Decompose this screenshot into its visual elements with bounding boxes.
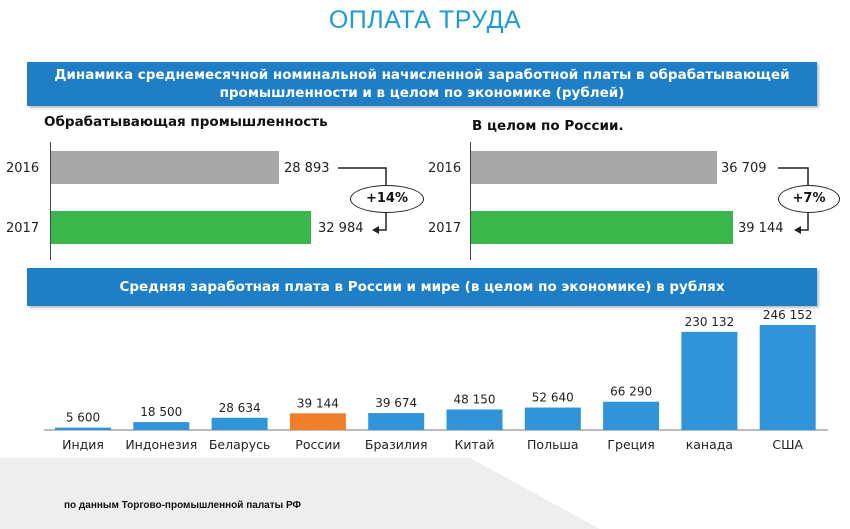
manufacturing-bar-2016 (51, 151, 279, 184)
russia-arrow-return (798, 213, 809, 231)
bar-value-label-5: 48 150 (454, 392, 496, 406)
category-label-0: Индия (62, 437, 104, 452)
russia-value-2017: 39 144 (738, 221, 784, 236)
russia-value-2016: 36 709 (721, 161, 767, 176)
russia-bar-2017 (471, 211, 733, 244)
bar-value-label-6: 52 640 (532, 391, 574, 405)
bar-value-label-1: 18 500 (140, 405, 182, 419)
bar-value-label-7: 66 290 (610, 385, 652, 399)
bar-6 (524, 407, 581, 430)
bar-0 (55, 427, 111, 430)
category-label-8: канада (686, 437, 733, 452)
manufacturing-year-2016: 2016 (6, 161, 40, 176)
category-label-9: США (772, 437, 803, 452)
category-label-3: России (295, 437, 340, 452)
bar-value-label-9: 246 152 (763, 308, 813, 322)
manufacturing-value-2016: 28 893 (284, 161, 330, 176)
category-label-6: Польша (527, 437, 579, 452)
manufacturing-arrowhead (372, 226, 379, 234)
bar-8 (681, 331, 738, 430)
category-label-1: Индонезия (125, 437, 197, 452)
russia-arrow-line (778, 167, 809, 185)
bar-1 (133, 422, 190, 430)
page-title: ОПЛАТА ТРУДА (328, 6, 522, 34)
russia-subtitle: В целом по России. (472, 118, 624, 134)
manufacturing-axis (50, 142, 51, 260)
manufacturing-subtitle: Обрабатывающая промышленность (44, 114, 328, 130)
dynamics-banner: Динамика среднемесячной номинальной начи… (27, 62, 817, 106)
manufacturing-arrow-return (376, 213, 387, 231)
source-note: по данным Торгово-промышленной палаты РФ (64, 500, 302, 511)
manufacturing-bar-2017 (51, 211, 311, 244)
category-label-5: Китай (454, 437, 494, 452)
bar-value-label-2: 28 634 (219, 401, 261, 415)
manufacturing-year-2017: 2017 (6, 221, 40, 236)
footer-gray-panel (0, 458, 600, 529)
bar-7 (603, 401, 660, 430)
russia-bar-2016 (471, 151, 717, 184)
bar-5 (446, 409, 503, 430)
category-label-2: Беларусь (209, 437, 271, 452)
category-label-7: Греция (607, 437, 654, 452)
manufacturing-change-badge: +14% (350, 185, 424, 213)
russia-change-badge: +7% (778, 185, 840, 213)
category-label-4: Бразилия (365, 437, 428, 452)
manufacturing-value-2017: 32 984 (318, 221, 364, 236)
bar-value-label-4: 39 674 (375, 396, 417, 410)
world-salary-chart: 5 600 Индия 18 500 Индонезия 28 634 Беларусь 3… (44, 308, 828, 452)
bar-value-label-8: 230 132 (685, 315, 735, 329)
world-salary-banner: Средняя заработная плата в России и мире… (27, 268, 817, 306)
bar-9 (759, 325, 816, 430)
russia-arrowhead (794, 226, 801, 234)
bar-3 (289, 413, 346, 430)
change-arrows (338, 167, 809, 234)
bar-4 (368, 413, 425, 430)
bar-2 (211, 417, 268, 430)
russia-year-2016: 2016 (428, 161, 462, 176)
bar-value-label-3: 39 144 (297, 396, 339, 410)
russia-year-2017: 2017 (428, 221, 462, 236)
bar-value-label-0: 5 600 (66, 411, 100, 425)
russia-axis (470, 142, 471, 260)
manufacturing-arrow-line (338, 167, 387, 185)
